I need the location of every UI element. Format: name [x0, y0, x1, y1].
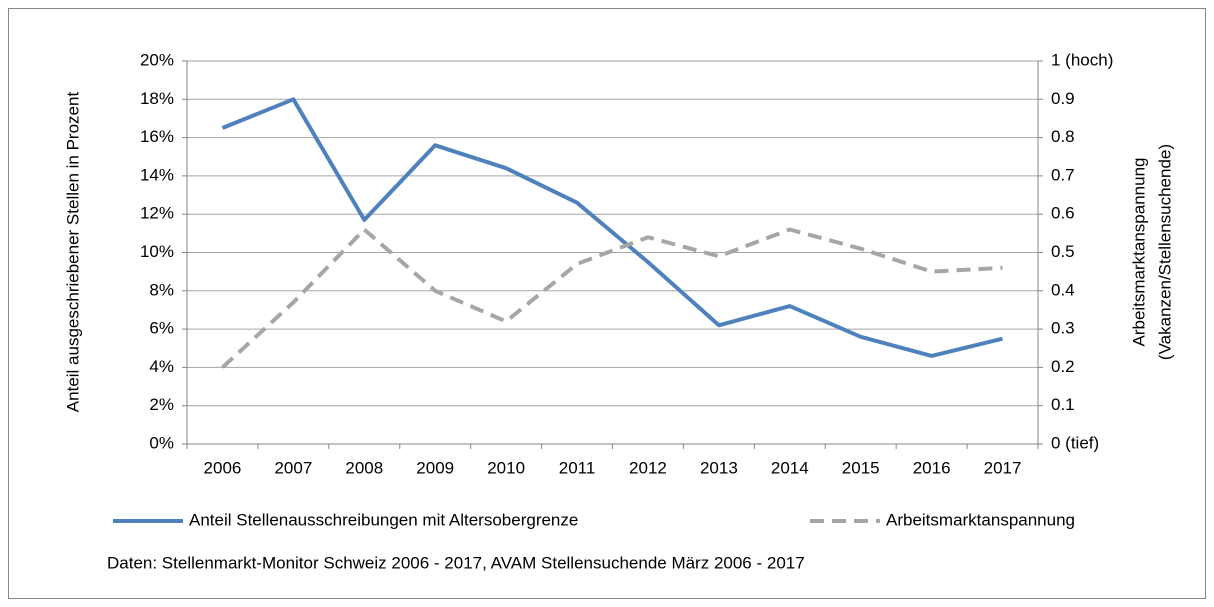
- y-tick-label: 2%: [149, 395, 174, 414]
- y-tick-label: 12%: [140, 204, 174, 223]
- series-line: [221, 227, 1003, 369]
- y2-axis-label: Arbeitsmarktanspannung: [1129, 157, 1148, 346]
- y-tick-label: 6%: [149, 319, 174, 338]
- y-tick-label: 18%: [140, 89, 174, 108]
- y2-tick-label: 0.3: [1051, 319, 1075, 338]
- y2-tick-label: 0.4: [1051, 280, 1075, 299]
- x-tick-label: 2015: [842, 458, 880, 477]
- y2-tick-label: 0.9: [1051, 89, 1075, 108]
- x-tick-label: 2014: [771, 458, 809, 477]
- series-line: [221, 97, 1003, 358]
- x-tick-label: 2017: [984, 458, 1022, 477]
- y2-tick-label: 0.1: [1051, 395, 1075, 414]
- legend-label: Arbeitsmarktanspannung: [886, 510, 1075, 529]
- x-tick-label: 2010: [487, 458, 525, 477]
- x-tick-label: 2016: [913, 458, 951, 477]
- x-tick-label: 2012: [629, 458, 667, 477]
- x-tick-label: 2013: [700, 458, 738, 477]
- y-tick-label: 16%: [140, 127, 174, 146]
- y2-tick-label: 0.5: [1051, 242, 1075, 261]
- y-tick-label: 20%: [140, 50, 174, 69]
- y-tick-label: 8%: [149, 280, 174, 299]
- y-axis-label: Anteil ausgeschriebener Stellen in Proze…: [63, 92, 82, 413]
- chart-border: [8, 8, 1206, 599]
- y2-tick-label: 0.8: [1051, 127, 1075, 146]
- x-tick-label: 2006: [204, 458, 242, 477]
- y-tick-label: 4%: [149, 357, 174, 376]
- note: Daten: Stellenmarkt-Monitor Schweiz 2006…: [107, 553, 805, 572]
- y-tick-label: 10%: [140, 242, 174, 261]
- x-tick-label: 2007: [274, 458, 312, 477]
- y-tick-label: 14%: [140, 165, 174, 184]
- y2-axis-label: (Vakanzen/Stellensuchende): [1155, 144, 1174, 360]
- y2-tick-label: 0.2: [1051, 357, 1075, 376]
- y2-tick-label: 0 (tief): [1051, 433, 1099, 452]
- x-tick-label: 2011: [559, 458, 596, 477]
- legend-label: Anteil Stellenausschreibungen mit Alters…: [189, 510, 578, 529]
- y2-tick-label: 1 (hoch): [1051, 50, 1113, 69]
- x-tick-label: 2008: [345, 458, 383, 477]
- y2-tick-label: 0.7: [1051, 165, 1075, 184]
- x-tick-label: 2009: [416, 458, 454, 477]
- y-tick-label: 0%: [149, 433, 174, 452]
- y2-tick-label: 0.6: [1051, 204, 1075, 223]
